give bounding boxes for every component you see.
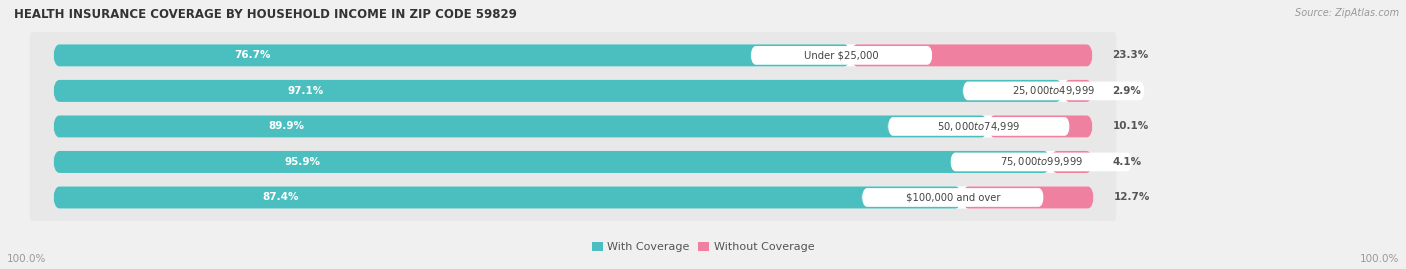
Text: Source: ZipAtlas.com: Source: ZipAtlas.com [1295, 8, 1399, 18]
Text: 76.7%: 76.7% [235, 50, 271, 60]
FancyBboxPatch shape [1050, 151, 1092, 173]
Text: HEALTH INSURANCE COVERAGE BY HOUSEHOLD INCOME IN ZIP CODE 59829: HEALTH INSURANCE COVERAGE BY HOUSEHOLD I… [14, 8, 517, 21]
Text: 4.1%: 4.1% [1112, 157, 1142, 167]
FancyBboxPatch shape [988, 115, 1092, 137]
FancyBboxPatch shape [1063, 80, 1092, 102]
Text: $75,000 to $99,999: $75,000 to $99,999 [1000, 155, 1083, 168]
FancyBboxPatch shape [851, 44, 1092, 66]
FancyBboxPatch shape [53, 80, 1063, 102]
FancyBboxPatch shape [751, 46, 932, 65]
FancyBboxPatch shape [53, 151, 1092, 173]
FancyBboxPatch shape [53, 44, 1092, 66]
FancyBboxPatch shape [30, 29, 1116, 82]
FancyBboxPatch shape [53, 44, 851, 66]
Text: 95.9%: 95.9% [284, 157, 321, 167]
Text: 2.9%: 2.9% [1112, 86, 1142, 96]
FancyBboxPatch shape [30, 135, 1116, 189]
FancyBboxPatch shape [53, 80, 1092, 102]
FancyBboxPatch shape [30, 171, 1116, 224]
FancyBboxPatch shape [53, 186, 962, 208]
FancyBboxPatch shape [887, 117, 1070, 136]
Legend: With Coverage, Without Coverage: With Coverage, Without Coverage [588, 237, 818, 256]
FancyBboxPatch shape [950, 153, 1132, 171]
FancyBboxPatch shape [53, 151, 1050, 173]
Text: 23.3%: 23.3% [1112, 50, 1149, 60]
FancyBboxPatch shape [862, 188, 1043, 207]
Text: $100,000 and over: $100,000 and over [905, 193, 1000, 203]
FancyBboxPatch shape [30, 100, 1116, 153]
FancyBboxPatch shape [30, 64, 1116, 118]
FancyBboxPatch shape [53, 186, 1092, 208]
FancyBboxPatch shape [53, 115, 1092, 137]
FancyBboxPatch shape [962, 186, 1094, 208]
FancyBboxPatch shape [53, 115, 988, 137]
Text: 89.9%: 89.9% [269, 121, 305, 132]
Text: 12.7%: 12.7% [1114, 193, 1150, 203]
Text: $25,000 to $49,999: $25,000 to $49,999 [1012, 84, 1095, 97]
FancyBboxPatch shape [963, 82, 1144, 100]
Text: 100.0%: 100.0% [1360, 254, 1399, 264]
Text: 87.4%: 87.4% [262, 193, 298, 203]
Text: $50,000 to $74,999: $50,000 to $74,999 [938, 120, 1021, 133]
Text: 10.1%: 10.1% [1112, 121, 1149, 132]
Text: Under $25,000: Under $25,000 [804, 50, 879, 60]
Text: 100.0%: 100.0% [7, 254, 46, 264]
Text: 97.1%: 97.1% [287, 86, 323, 96]
